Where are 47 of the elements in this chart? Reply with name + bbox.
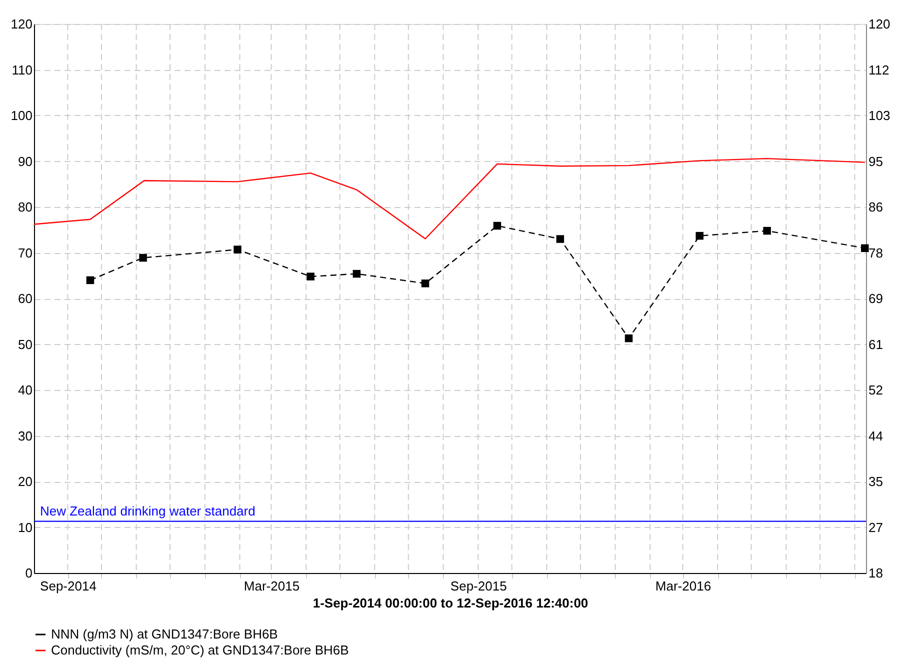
y-tick-label: 90 (18, 154, 32, 169)
line-series (33, 158, 866, 240)
point (861, 244, 869, 252)
y2-tick-label: 120 (868, 16, 890, 32)
y-tick-label: 80 (18, 200, 32, 214)
y2-tick-label: 103 (868, 108, 890, 123)
point (86, 276, 94, 284)
y2-tick-label: 78 (868, 245, 883, 260)
y2-tick-label: 95 (868, 154, 883, 169)
y-tick-label: 0 (25, 566, 32, 580)
y2-tick-label: 86 (868, 200, 883, 214)
x-tick-label: Sep-2015 (450, 578, 507, 594)
y-tick-label: 10 (18, 520, 32, 535)
y2-tick-label: 44 (868, 428, 883, 444)
y-tick-label: 110 (12, 62, 32, 78)
x-tick-label: Mar-2015 (244, 578, 300, 594)
point (139, 254, 147, 262)
y2-tick-label: 18 (868, 566, 883, 580)
y2-tick-label: 27 (868, 520, 883, 535)
y-tick-label: 120 (10, 16, 32, 32)
y-tick-label: 40 (18, 382, 32, 398)
point (352, 270, 361, 278)
point (763, 226, 771, 235)
y2-tick-label: 69 (868, 291, 883, 306)
legend-label: Conductivity (mS/m, 20°C) at GND1347:Bore BH6B (51, 642, 349, 658)
y2-tick-label: 61 (868, 336, 883, 352)
point (234, 246, 242, 254)
x-axis-title: 1-Sep-2014 00:00:00 to 12-Sep-2016 12:40:00 (312, 596, 588, 610)
y-tick-label: 60 (18, 291, 32, 306)
y-tick-label: 30 (18, 428, 32, 444)
point (421, 280, 430, 288)
point (556, 235, 564, 243)
y-tick-label: 100 (10, 108, 32, 123)
y2-tick-label: 35 (868, 474, 883, 489)
ref-line-label: New Zealand drinking water standard (40, 503, 256, 518)
point (493, 222, 502, 230)
y-tick-label: 20 (18, 474, 32, 489)
point (696, 232, 704, 240)
y2-tick-label: 52 (868, 382, 883, 398)
point (306, 272, 314, 280)
y2-tick-label: 112 (868, 62, 890, 78)
legend-label: NNN (g/m3 N) at GND1347:Bore BH6B (51, 626, 278, 642)
x-tick-label: Sep-2014 (40, 578, 96, 594)
y-tick-label: 70 (18, 245, 32, 260)
x-tick-label: Mar-2016 (655, 578, 712, 594)
point (624, 334, 633, 342)
y-tick-label: 50 (18, 336, 32, 352)
